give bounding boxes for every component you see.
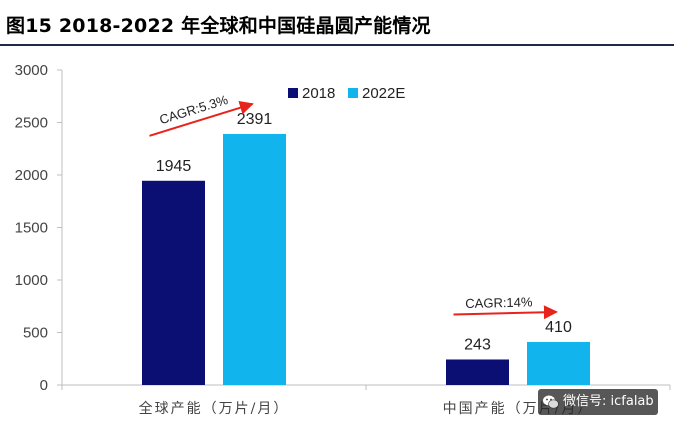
y-tick-label: 2500: [15, 115, 48, 132]
watermark: 微信号: icfalab: [538, 389, 658, 415]
data-label: 2391: [237, 111, 273, 128]
y-tick-label: 500: [23, 325, 48, 342]
title-divider: [0, 44, 674, 46]
y-tick-label: 1500: [15, 220, 48, 237]
wechat-icon: [543, 395, 559, 409]
y-tick-label: 0: [40, 377, 48, 394]
data-label: 1945: [156, 158, 192, 175]
legend-label-2022E: 2022E: [362, 85, 405, 102]
bar-2018-1: [446, 359, 509, 385]
title-bar: 图15 2018-2022 年全球和中国硅晶圆产能情况: [0, 0, 674, 44]
y-tick-label: 2000: [15, 167, 48, 184]
cagr-arrow: [453, 305, 558, 320]
bar-2022E-0: [223, 133, 286, 385]
y-tick-label: 3000: [15, 62, 48, 79]
bar-2022E-1: [527, 341, 590, 385]
cagr-arrow: [149, 100, 254, 137]
data-label: 410: [545, 319, 572, 336]
bar-2018-0: [142, 180, 205, 385]
cagr-label: CAGR:14%: [465, 294, 533, 311]
chart-title: 图15 2018-2022 年全球和中国硅晶圆产能情况: [6, 15, 431, 37]
data-label: 243: [464, 336, 491, 353]
legend-label-2018: 2018: [302, 85, 335, 102]
watermark-text: 微信号: icfalab: [563, 394, 654, 409]
y-tick-label: 1000: [15, 272, 48, 289]
x-category-label: 全球产能（万片/月）: [139, 400, 290, 417]
legend-swatch-2018: [288, 88, 298, 98]
legend-swatch-2022E: [348, 88, 358, 98]
